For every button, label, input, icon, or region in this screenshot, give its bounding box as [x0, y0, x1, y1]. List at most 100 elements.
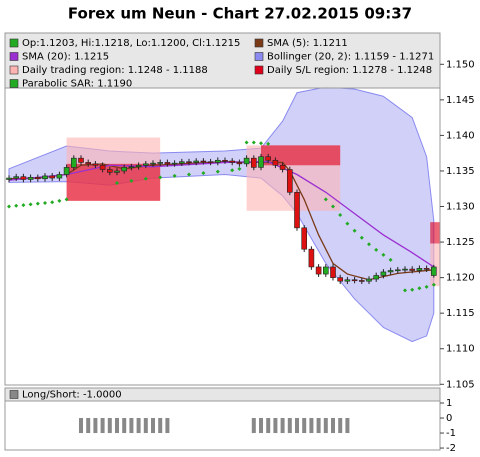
legend-label: Op:1.1203, Hi:1.1218, Lo:1.1200, Cl:1.12…	[22, 38, 240, 49]
sar-dot	[352, 228, 357, 233]
bar	[338, 418, 343, 434]
candle-body	[409, 268, 416, 271]
sar-dot	[323, 197, 328, 202]
bar	[115, 418, 119, 434]
bar	[93, 418, 98, 434]
candle-body	[373, 275, 380, 280]
sar-dot	[201, 171, 206, 176]
sar-dot	[338, 213, 343, 218]
candle-body	[143, 163, 149, 166]
candle-body	[27, 177, 34, 180]
bar	[143, 418, 148, 434]
candle-body	[387, 270, 394, 273]
candle-body	[164, 162, 171, 165]
bar	[122, 418, 127, 434]
legend-swatch	[9, 38, 19, 48]
bar	[259, 418, 263, 434]
bar	[266, 418, 271, 434]
candle-body	[402, 268, 408, 271]
candle-body	[171, 162, 178, 165]
candle-body	[351, 279, 358, 282]
candle-body	[78, 157, 84, 163]
sar-dot	[381, 252, 386, 257]
candle-body	[236, 162, 243, 165]
candle-body	[229, 160, 235, 163]
sar-dot	[129, 178, 134, 183]
candle-body	[207, 161, 214, 164]
legend-swatch	[9, 65, 19, 75]
chart-title: Forex um Neun - Chart 27.02.2015 09:37	[68, 5, 412, 23]
sar-dot	[7, 204, 11, 209]
sar-dot	[431, 282, 436, 287]
sar-dot	[143, 176, 148, 181]
bar	[323, 418, 328, 434]
bar	[309, 418, 314, 434]
bar	[316, 418, 321, 434]
legend-label: Daily S/L region: 1.1278 - 1.1248	[267, 65, 432, 76]
candle-body	[423, 268, 430, 270]
region	[66, 163, 161, 201]
candle-body	[301, 227, 308, 250]
sar-dot	[21, 203, 26, 208]
candle-body	[99, 164, 106, 170]
legend	[4, 32, 441, 89]
bar	[165, 418, 170, 434]
candle-body	[243, 157, 250, 165]
candle-body	[258, 156, 264, 168]
sar-dot	[374, 247, 379, 252]
candle-body	[42, 175, 48, 180]
candle-body	[416, 268, 423, 271]
candle-body	[107, 169, 113, 173]
sar-dot	[215, 169, 220, 174]
candle-body	[294, 191, 300, 229]
legend-label: SMA (5): 1.1211	[267, 38, 348, 49]
sar-dot	[237, 166, 242, 171]
candle-body	[49, 175, 56, 179]
legend-swatch	[254, 65, 264, 75]
legend	[4, 387, 441, 402]
sar-dot	[172, 173, 177, 178]
legend-swatch	[254, 38, 264, 48]
bar	[295, 418, 299, 434]
sar-dot	[331, 204, 335, 209]
y-tick-label: 1.135	[446, 166, 475, 177]
candle-body	[114, 170, 120, 173]
indicator-line	[8, 161, 434, 281]
sar-dot	[359, 235, 364, 240]
candle-body	[63, 167, 70, 175]
candle-body	[92, 163, 99, 166]
legend-label: Parabolic SAR: 1.1190	[22, 79, 132, 90]
sar-dot	[388, 257, 393, 262]
legend-label: Daily trading region: 1.1248 - 1.1188	[22, 65, 208, 76]
candle-body	[128, 166, 135, 168]
candle-body	[344, 279, 351, 282]
y-tick-label: 1.115	[446, 308, 475, 319]
sar-dot	[403, 288, 407, 293]
y-tick-label: 1.125	[446, 237, 475, 248]
sar-dot	[187, 172, 191, 177]
sar-dot	[244, 140, 249, 145]
sar-dot	[14, 203, 19, 208]
bar	[287, 418, 292, 434]
candle-body	[13, 176, 19, 179]
candle-body	[186, 161, 192, 164]
candle-body	[430, 266, 437, 276]
candle-body	[394, 269, 401, 272]
bar	[302, 418, 307, 434]
candle-body	[315, 266, 322, 275]
bar	[129, 418, 134, 434]
y-tick-label: -2	[446, 443, 456, 454]
bar	[151, 418, 155, 434]
candle-body	[308, 248, 315, 268]
candle-body	[366, 278, 372, 282]
sar-dot	[230, 168, 235, 173]
candle-body	[34, 177, 41, 180]
bar	[100, 418, 105, 434]
legend-swatch	[9, 52, 19, 61]
candle-body	[279, 164, 286, 170]
candle-body	[251, 157, 257, 168]
bar	[251, 418, 256, 434]
y-tick-label: 1	[446, 398, 452, 409]
bar	[107, 418, 112, 434]
sar-dot	[345, 221, 350, 226]
